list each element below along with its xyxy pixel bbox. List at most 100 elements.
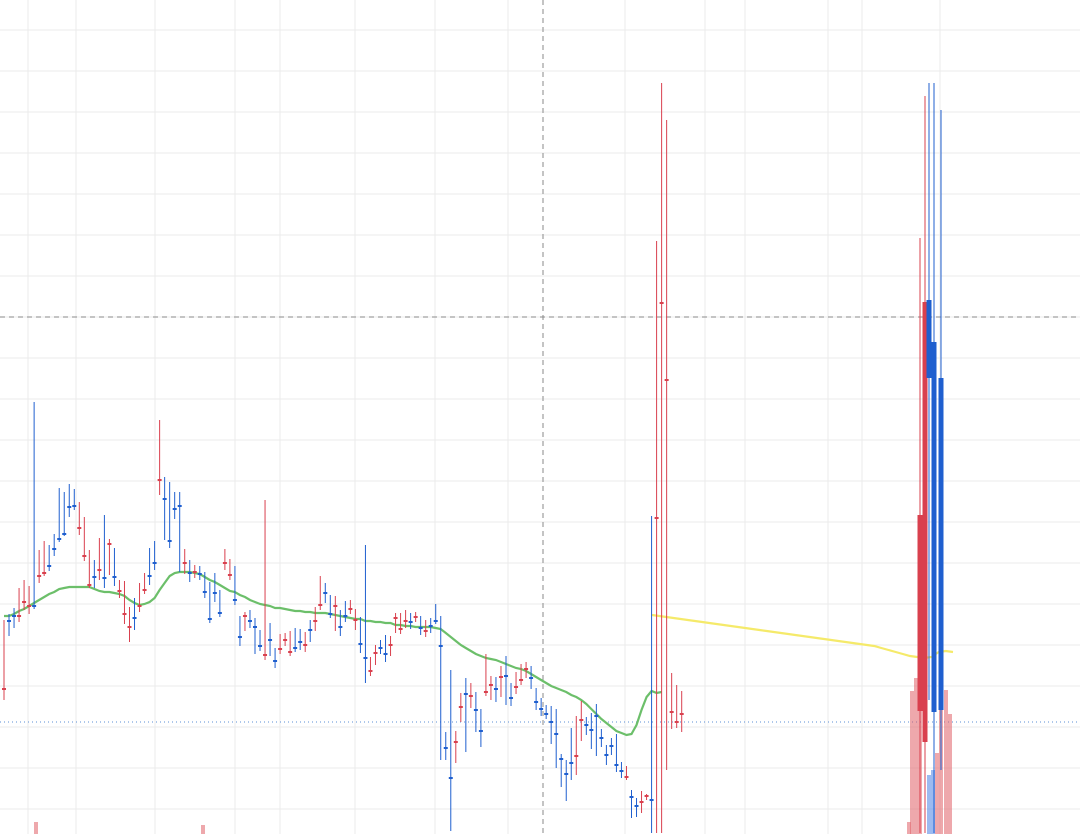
candle-body — [343, 615, 348, 617]
candle-body — [142, 589, 147, 591]
candle-body — [313, 620, 318, 622]
volume-bar — [944, 690, 948, 834]
candle-body — [192, 571, 197, 573]
candle-body — [97, 569, 102, 571]
candle-body — [664, 379, 669, 381]
candle-body — [649, 799, 654, 801]
candle-body — [443, 747, 448, 749]
candle-body — [564, 773, 569, 775]
candle-body — [524, 668, 529, 670]
candle-body — [258, 645, 263, 647]
candle-body — [2, 688, 6, 690]
candle-body — [298, 641, 303, 643]
moving-average-line-yellow — [651, 613, 954, 660]
candle-body — [679, 713, 684, 715]
candle-body — [514, 686, 519, 688]
candle-body — [609, 745, 614, 747]
candle-body — [594, 715, 599, 717]
candle-body — [398, 628, 403, 630]
candle-body — [388, 644, 393, 646]
candle-body — [147, 575, 152, 577]
candle-body — [247, 620, 252, 622]
candle-body — [57, 538, 62, 540]
candle-body — [187, 572, 192, 574]
candle-body — [383, 653, 388, 655]
candle-body — [549, 721, 554, 723]
candle-body — [519, 679, 524, 681]
candle-body — [478, 730, 483, 732]
candle-body — [7, 620, 12, 622]
candle-body — [644, 795, 649, 797]
candle-body — [283, 639, 288, 641]
candle-body — [137, 605, 142, 607]
candle-body — [172, 508, 177, 510]
candle-body — [102, 577, 107, 579]
candle-body — [47, 565, 52, 567]
candle-body — [423, 630, 428, 632]
candle-body — [288, 651, 293, 653]
candle-body — [498, 676, 503, 678]
candle-body — [458, 706, 463, 708]
candle-body — [77, 527, 82, 529]
candle-body — [438, 645, 443, 647]
candle-body — [253, 626, 257, 628]
candle-body — [393, 617, 398, 619]
volume-bar — [914, 678, 918, 834]
candle-body — [504, 675, 508, 677]
candle-body — [87, 584, 92, 586]
candle-body — [539, 708, 544, 710]
candle-body — [212, 592, 217, 594]
candle-body — [654, 517, 659, 519]
candle-body — [112, 576, 117, 578]
candle-body — [544, 713, 549, 715]
candle-body — [634, 805, 639, 807]
candle-body — [107, 543, 112, 545]
candle-body — [468, 695, 473, 697]
candle-body — [559, 758, 564, 760]
candle-body — [333, 605, 338, 607]
candle-body — [938, 378, 944, 710]
candle-body — [42, 572, 47, 574]
candle-body — [162, 498, 167, 500]
candle-body — [37, 575, 42, 577]
candle-body — [207, 618, 212, 620]
candle-body — [303, 644, 308, 646]
candle-body — [227, 574, 232, 576]
candle-body — [669, 711, 674, 713]
candle-body — [604, 754, 609, 756]
candle-body — [67, 506, 72, 508]
candle-body — [237, 636, 242, 638]
candle-body — [408, 621, 413, 623]
candle-body — [554, 733, 559, 735]
candle-body — [117, 590, 122, 592]
candle-body — [127, 626, 132, 628]
volume-bar — [931, 770, 935, 834]
candle-body — [152, 562, 157, 564]
candle-body — [378, 647, 383, 649]
candle-body — [534, 701, 539, 703]
candle-body — [92, 576, 97, 578]
candle-body — [368, 670, 373, 672]
candle-body — [674, 721, 679, 723]
candle-body — [358, 643, 363, 645]
candle-body — [619, 770, 624, 772]
candle-body — [624, 776, 629, 778]
candle-body — [473, 709, 478, 711]
candle-body — [926, 300, 932, 378]
volume-bar — [907, 822, 911, 834]
volume-bar — [201, 825, 205, 834]
candle-body — [323, 592, 328, 594]
candle-body — [428, 625, 433, 627]
candle-body — [589, 729, 594, 731]
candle-body — [27, 605, 32, 607]
candle-body — [62, 533, 67, 535]
candle-body — [328, 613, 333, 615]
candle-body — [922, 302, 928, 742]
candle-body — [569, 762, 574, 764]
candle-body — [931, 342, 937, 712]
candle-body — [509, 697, 514, 699]
candle-body — [12, 615, 17, 617]
candle-body — [629, 796, 634, 798]
candle-body — [579, 719, 584, 721]
